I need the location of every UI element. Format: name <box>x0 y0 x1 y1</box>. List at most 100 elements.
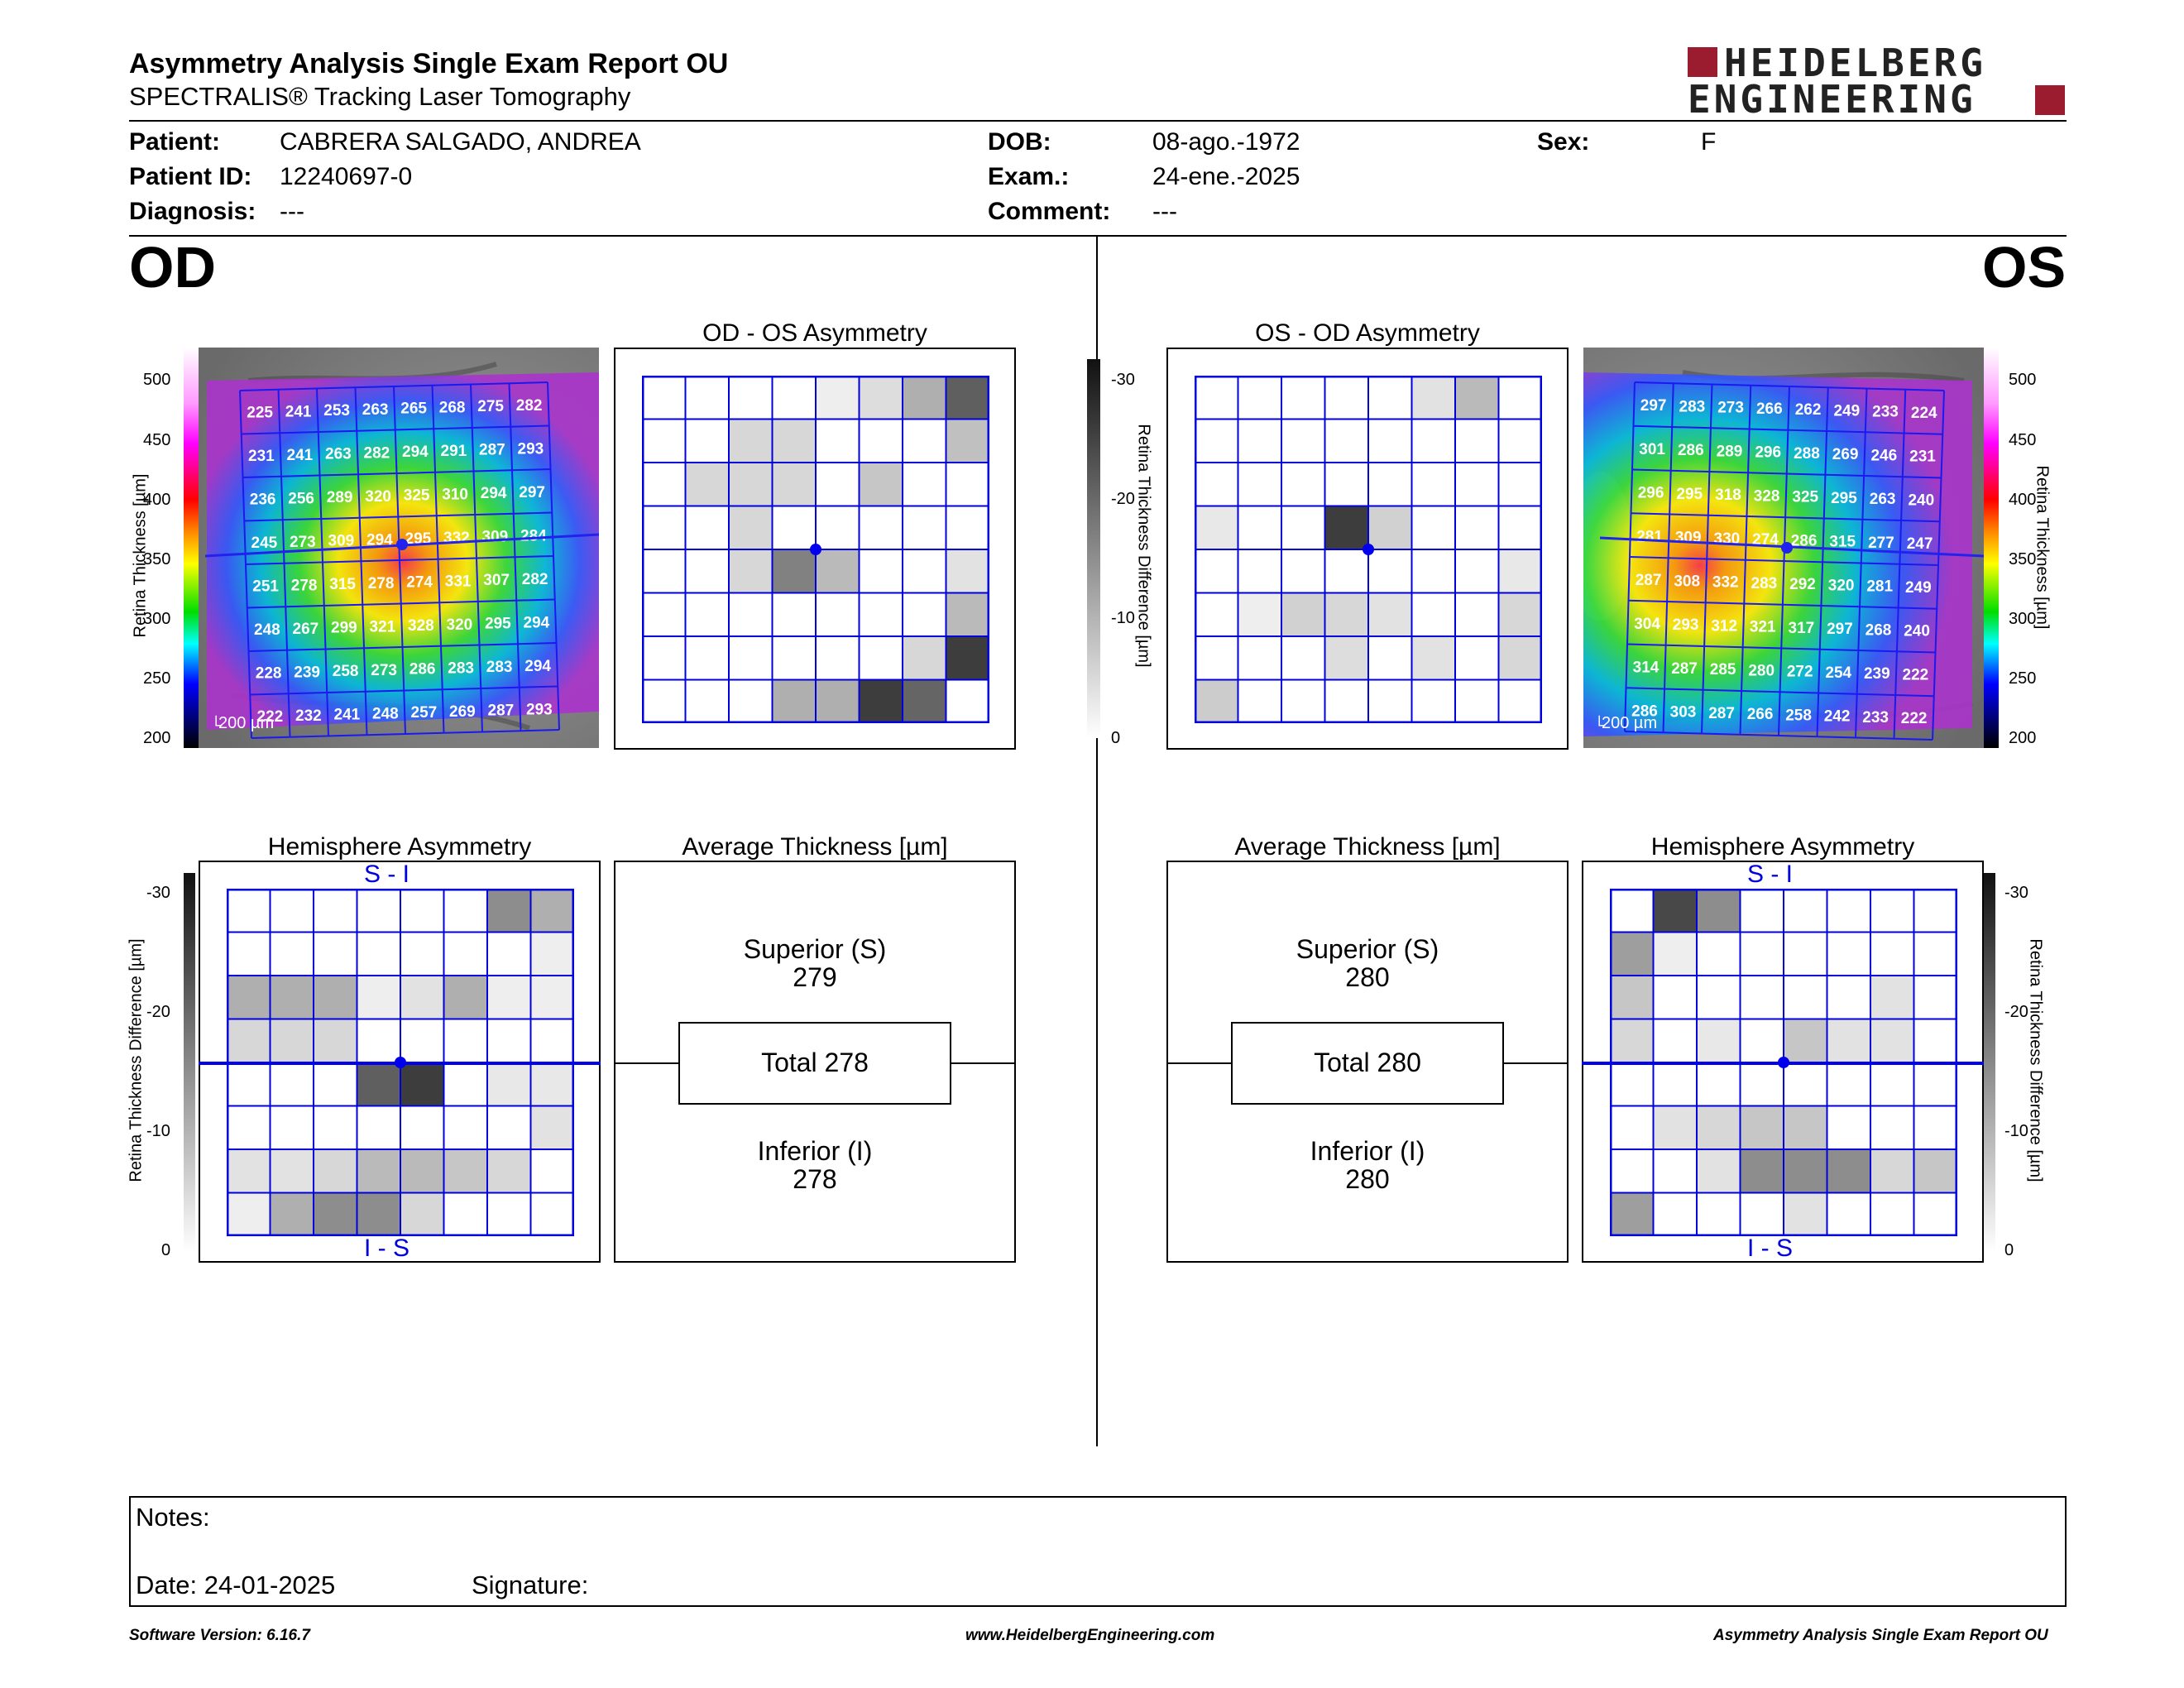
os-thickness-value: 280 <box>1748 662 1774 679</box>
od-thickness-value: 286 <box>410 661 436 679</box>
od-diff-scale <box>184 873 195 1252</box>
os-thickness-map: 297 283 273 266 262 249 233 224 301 286 289 296 288 2… <box>1583 348 1984 748</box>
od-hemi-cell <box>486 889 532 933</box>
os-hemi-cell <box>1652 889 1698 933</box>
os-hemi-cell <box>1652 1105 1698 1150</box>
os-eye-label: OS <box>1982 235 2067 300</box>
os-hemi-bottom-label: I - S <box>1747 1235 1794 1262</box>
os-thickness-value: 269 <box>1832 446 1859 463</box>
od-hemi-cell <box>269 1105 314 1150</box>
od-asym-cell <box>945 635 989 681</box>
od-asym-cell <box>771 462 817 507</box>
od-asym-cell <box>902 505 947 550</box>
os-hemi-cell <box>1652 931 1698 976</box>
os-asym-cell <box>1367 376 1413 420</box>
os-thickness-value: 283 <box>1679 398 1706 415</box>
os-asym-cell <box>1195 418 1239 463</box>
od-hemi-cell <box>356 889 401 933</box>
od-asym-cell <box>902 592 947 637</box>
os-asym-cell <box>1237 679 1282 723</box>
os-asym-cell <box>1454 418 1500 463</box>
software-version: Software Version: 6.16.7 <box>129 1627 310 1644</box>
od-thickness-value: 325 <box>404 487 430 505</box>
od-asym-cell <box>815 376 860 420</box>
od-hemi-cell <box>400 931 445 976</box>
os-asym-cell <box>1410 635 1456 681</box>
od-asym-cell <box>728 679 774 723</box>
os-hemi-cell <box>1652 975 1698 1020</box>
od-asym-cell <box>642 635 687 681</box>
os-avg-title: Average Thickness [µm] <box>1234 833 1501 861</box>
od-hemi-cell <box>486 931 532 976</box>
os-asym-cell <box>1367 549 1413 594</box>
od-hemi-cell <box>486 975 532 1020</box>
od-hemi-cell <box>529 1018 574 1063</box>
od-asym-cell <box>771 635 817 681</box>
os-hemi-title: Hemisphere Asymmetry <box>1650 833 1915 861</box>
os-hemi-cell <box>1783 1149 1828 1194</box>
od-superior-label: Superior (S) <box>743 934 887 964</box>
os-asym-cell <box>1281 462 1326 507</box>
od-eye-label: OD <box>129 235 216 300</box>
os-hemi-cell <box>1870 1192 1915 1236</box>
center-divider <box>1096 237 1098 1446</box>
os-hemi-cell <box>1913 1192 1957 1236</box>
od-asym-cell <box>858 549 903 594</box>
os-asym-cell <box>1497 505 1542 550</box>
os-asym-cell <box>1237 376 1282 420</box>
os-asym-cell <box>1324 679 1369 723</box>
od-thickness-value: 283 <box>486 659 513 676</box>
os-hemi-top-label: S - I <box>1747 861 1794 888</box>
os-avg-line-left <box>1168 1062 1231 1064</box>
od-asym-cell <box>858 376 903 420</box>
sex-value: F <box>1701 128 1717 156</box>
od-asym-cell <box>771 592 817 637</box>
os-thickness-value: 222 <box>1901 710 1928 727</box>
od-asym-title: OD - OS Asymmetry <box>702 319 927 347</box>
os-thickness-value: 304 <box>1634 616 1660 633</box>
od-hemi-cell <box>529 975 574 1020</box>
os-hemi-cell <box>1783 1105 1828 1150</box>
od-diff-tick-30: -30 <box>146 884 170 902</box>
od-thickness-value: 268 <box>439 399 466 416</box>
od-asym-cell <box>945 376 989 420</box>
od-thickness-value: 256 <box>288 490 314 507</box>
os-hemi-cell <box>1913 931 1957 976</box>
os-thickness-value: 297 <box>1827 621 1853 638</box>
os-thickness-value: 303 <box>1670 704 1697 722</box>
website-link[interactable]: www.HeidelbergEngineering.com <box>965 1627 1215 1644</box>
od-asym-cell <box>642 376 687 420</box>
svg-text:└: └ <box>1593 715 1606 735</box>
os-hemi-cell <box>1739 889 1784 933</box>
od-hemi-cell <box>227 975 271 1020</box>
os-hemi-cell <box>1913 1018 1957 1063</box>
os-thickness-value: 297 <box>1640 397 1667 415</box>
od-asym-cell <box>728 635 774 681</box>
os-hemi-cell <box>1610 975 1655 1020</box>
comment-value: --- <box>1152 198 1177 225</box>
od-hemi-cell <box>227 931 271 976</box>
notes-box[interactable]: Notes: Date: 24-01-2025 Signature: <box>129 1496 2067 1607</box>
os-asym-cell <box>1195 635 1239 681</box>
od-thickness-value: 239 <box>294 664 320 681</box>
os-thickness-value: 233 <box>1862 709 1889 727</box>
patient-label: Patient: <box>129 128 221 156</box>
od-thickness-value: 291 <box>441 443 467 460</box>
os-hemi-cell <box>1870 931 1915 976</box>
date-label: Date: 24-01-2025 <box>136 1571 336 1599</box>
os-asym-cell <box>1367 635 1413 681</box>
od-scale-tick-350: 350 <box>143 550 171 568</box>
os-scale-tick-200: 200 <box>2009 729 2037 747</box>
od-scale-tick-300: 300 <box>143 610 171 628</box>
od-asym-cell <box>945 505 989 550</box>
os-asym-cell <box>1281 549 1326 594</box>
os-hemi-cell <box>1826 931 1871 976</box>
od-asym-cell <box>684 635 730 681</box>
logo-line-1: HEIDELBERG <box>1724 41 1986 85</box>
od-asym-cell <box>858 418 903 463</box>
od-hemi-cell <box>400 1105 445 1150</box>
od-hemi-cell <box>400 1062 445 1107</box>
os-avg-box: Superior (S) 280 Total 280 Inferior (I) … <box>1166 861 1569 1263</box>
od-thickness-value: 293 <box>518 440 544 458</box>
os-asym-cell <box>1454 592 1500 637</box>
